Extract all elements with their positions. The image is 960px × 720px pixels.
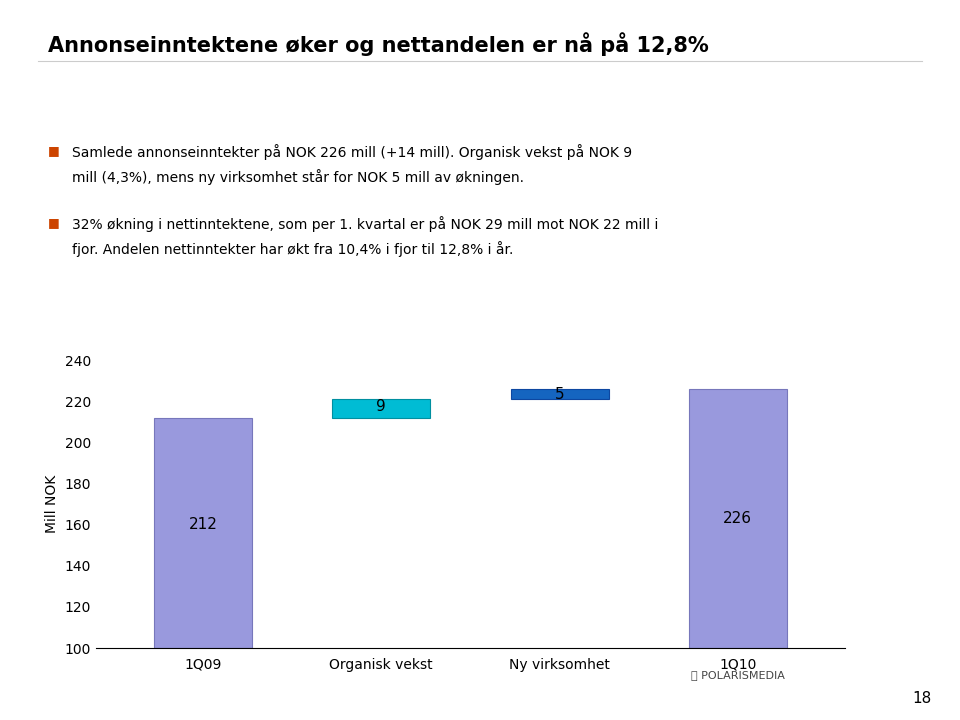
Bar xyxy=(688,389,787,648)
Text: 18: 18 xyxy=(912,690,931,706)
Text: Annonseinntektene øker og nettandelen er nå på 12,8%: Annonseinntektene øker og nettandelen er… xyxy=(48,32,708,56)
Text: Samlede annonseinntekter på NOK 226 mill (+14 mill). Organisk vekst på NOK 9: Samlede annonseinntekter på NOK 226 mill… xyxy=(72,144,632,160)
Bar xyxy=(154,418,252,648)
Text: 32% økning i nettinntektene, som per 1. kvartal er på NOK 29 mill mot NOK 22 mil: 32% økning i nettinntektene, som per 1. … xyxy=(72,216,659,232)
Y-axis label: Mill NOK: Mill NOK xyxy=(45,475,60,533)
Text: 9: 9 xyxy=(376,399,386,414)
Text: Ⓟ POLARISMEDIA: Ⓟ POLARISMEDIA xyxy=(691,670,785,680)
Text: 226: 226 xyxy=(723,511,753,526)
Text: fjor. Andelen nettinntekter har økt fra 10,4% i fjor til 12,8% i år.: fjor. Andelen nettinntekter har økt fra … xyxy=(72,241,514,257)
Text: 212: 212 xyxy=(188,517,217,532)
Text: mill (4,3%), mens ny virksomhet står for NOK 5 mill av økningen.: mill (4,3%), mens ny virksomhet står for… xyxy=(72,169,524,185)
Text: ■: ■ xyxy=(48,216,60,229)
Text: 5: 5 xyxy=(555,387,564,402)
Bar xyxy=(332,399,430,418)
Text: ■: ■ xyxy=(48,144,60,157)
Bar xyxy=(511,389,609,399)
